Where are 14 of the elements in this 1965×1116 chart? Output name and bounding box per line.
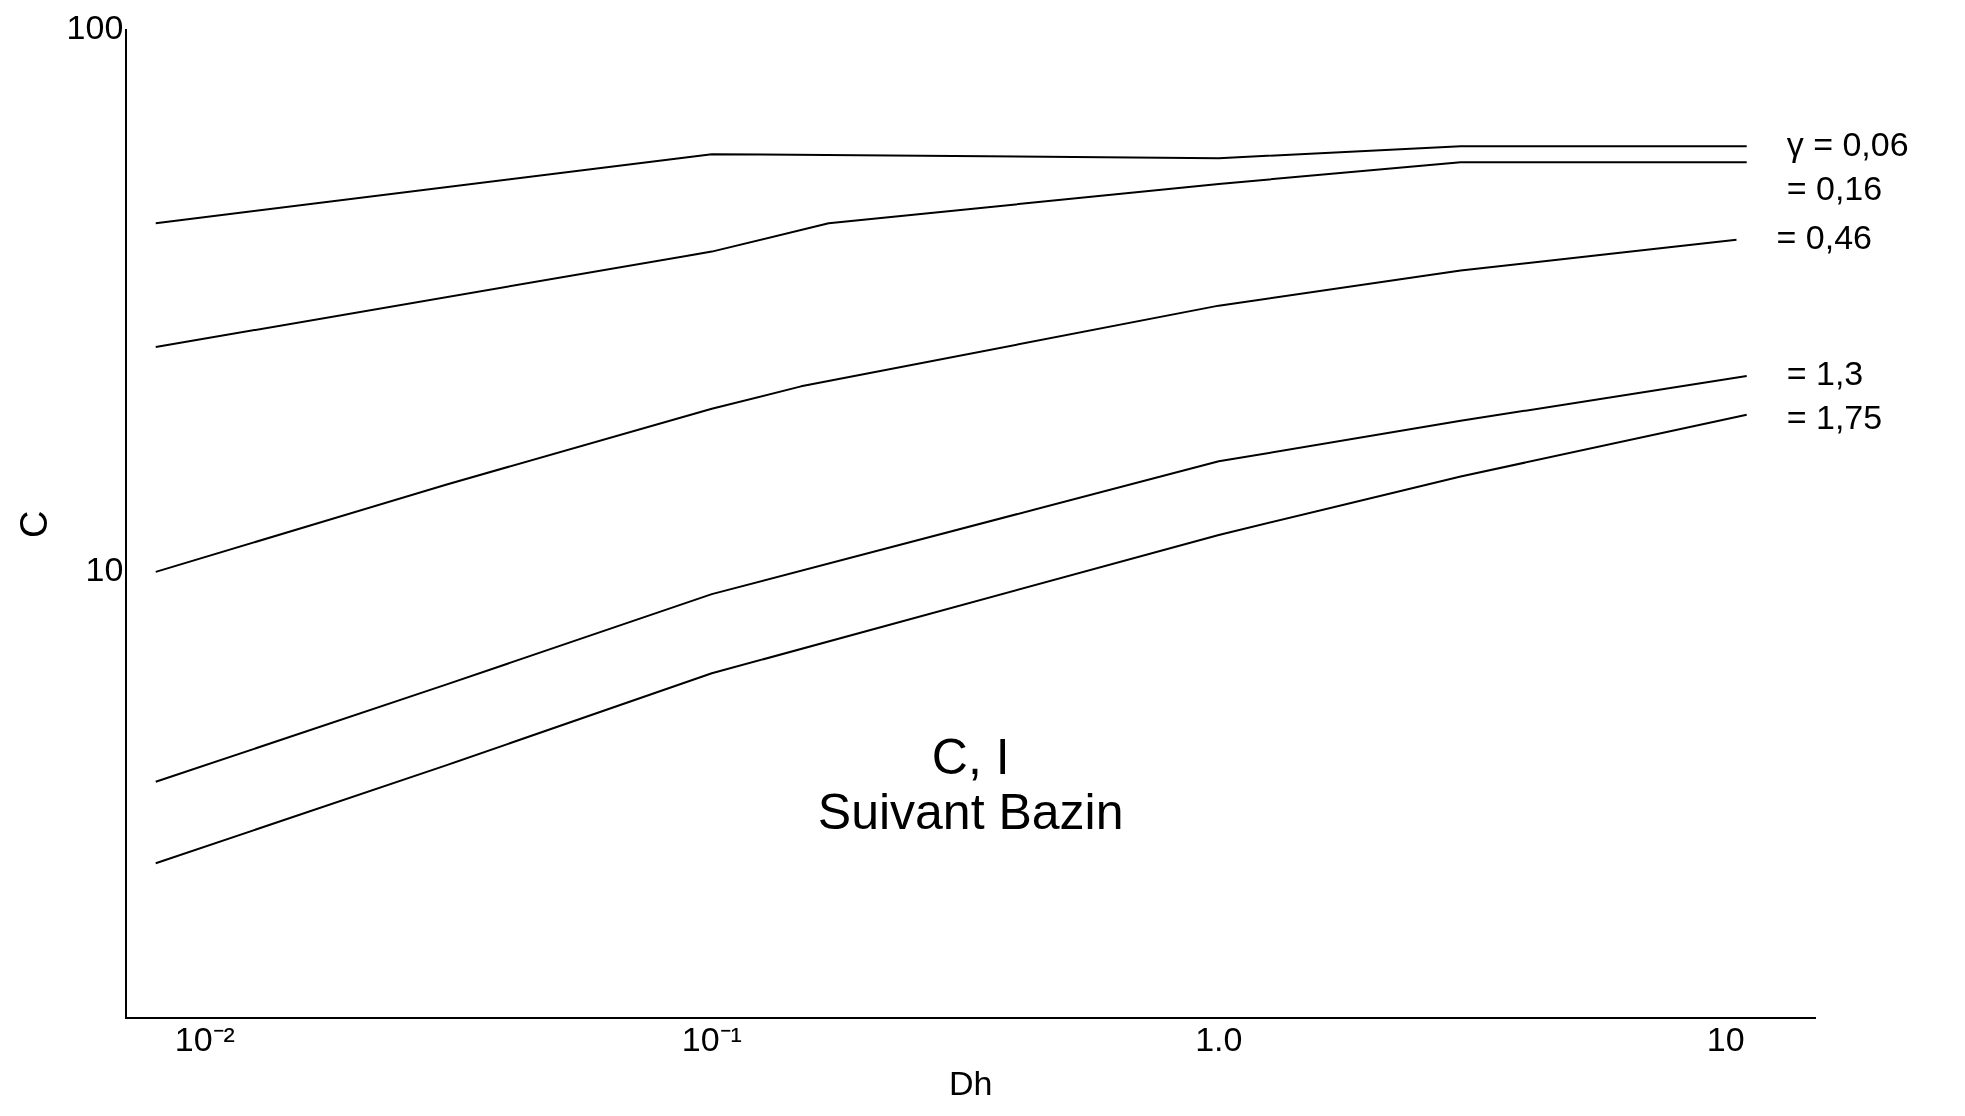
series-label: = 1,3 <box>1786 354 1864 393</box>
x-tick-label: 10⁻² <box>174 1020 235 1059</box>
x-tick-label: 10 <box>1706 1020 1745 1059</box>
annotation: Suivant Bazin <box>817 783 1124 840</box>
series-label: = 0,16 <box>1786 168 1883 207</box>
series-label: γ = 0,06 <box>1786 124 1909 163</box>
series-label: = 0,46 <box>1776 218 1872 257</box>
y-tick-label: 100 <box>66 8 124 47</box>
series-label: = 1,75 <box>1786 398 1883 437</box>
x-tick-label: 10⁻¹ <box>681 1020 742 1059</box>
y-axis-title: C <box>13 510 56 538</box>
x-axis-title: Dh <box>948 1063 993 1102</box>
x-tick-label: 1.0 <box>1195 1020 1243 1059</box>
annotation: C, I <box>931 728 1010 785</box>
